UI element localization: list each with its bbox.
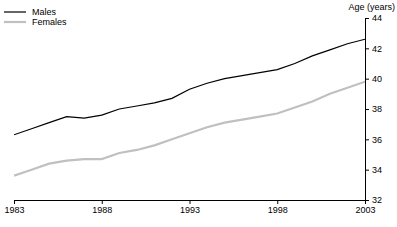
y-tick-mark bbox=[365, 79, 369, 80]
y-tick-mark bbox=[365, 109, 369, 110]
y-tick: 32 bbox=[365, 195, 382, 205]
series-line bbox=[14, 39, 365, 135]
legend-swatch bbox=[4, 21, 26, 23]
legend: MalesFemales bbox=[4, 7, 67, 27]
y-tick-label: 44 bbox=[372, 13, 382, 23]
y-tick-label: 40 bbox=[372, 74, 382, 84]
y-axis: 32 34 36 38 40 42 44 bbox=[365, 13, 382, 205]
y-axis-title: Age (years) bbox=[348, 2, 395, 12]
y-tick: 44 bbox=[365, 13, 382, 23]
x-tick: 1983 bbox=[4, 200, 24, 215]
x-tick-mark bbox=[277, 200, 278, 204]
legend-swatch bbox=[4, 11, 26, 12]
y-tick-mark bbox=[365, 170, 369, 171]
x-tick-label: 2003 bbox=[355, 205, 375, 215]
x-axis: 1983 1988 1993 1998 2003 bbox=[4, 200, 375, 215]
legend-label: Females bbox=[32, 17, 67, 27]
x-tick: 1988 bbox=[92, 200, 112, 215]
y-tick-mark bbox=[365, 139, 369, 140]
y-tick-mark bbox=[365, 200, 369, 201]
lines bbox=[14, 39, 365, 176]
y-tick-mark bbox=[365, 48, 369, 49]
x-tick-mark bbox=[190, 200, 191, 204]
y-tick: 40 bbox=[365, 74, 382, 84]
x-tick-mark bbox=[102, 200, 103, 204]
y-tick: 38 bbox=[365, 104, 382, 114]
x-tick-label: 1998 bbox=[268, 205, 288, 215]
x-tick-label: 1993 bbox=[180, 205, 200, 215]
y-tick: 34 bbox=[365, 165, 382, 175]
y-tick: 42 bbox=[365, 44, 382, 54]
y-tick-label: 32 bbox=[372, 195, 382, 205]
legend-label: Males bbox=[32, 7, 57, 17]
y-tick-label: 42 bbox=[372, 44, 382, 54]
y-tick: 36 bbox=[365, 135, 382, 145]
y-tick-label: 34 bbox=[372, 165, 382, 175]
x-tick: 1993 bbox=[180, 200, 200, 215]
x-tick-label: 1983 bbox=[4, 205, 24, 215]
x-tick: 1998 bbox=[268, 200, 288, 215]
y-tick-label: 36 bbox=[372, 135, 382, 145]
plot: 1983 1988 1993 1998 200332 34 36 38 40 42 44 bbox=[4, 13, 382, 215]
chart: 1983 1988 1993 1998 200332 34 36 38 40 42 44Age (y… bbox=[0, 0, 397, 227]
x-tick-mark bbox=[14, 200, 15, 204]
y-tick-mark bbox=[365, 18, 369, 19]
series-line bbox=[14, 82, 365, 176]
y-tick-label: 38 bbox=[372, 104, 382, 114]
x-tick-label: 1988 bbox=[92, 205, 112, 215]
